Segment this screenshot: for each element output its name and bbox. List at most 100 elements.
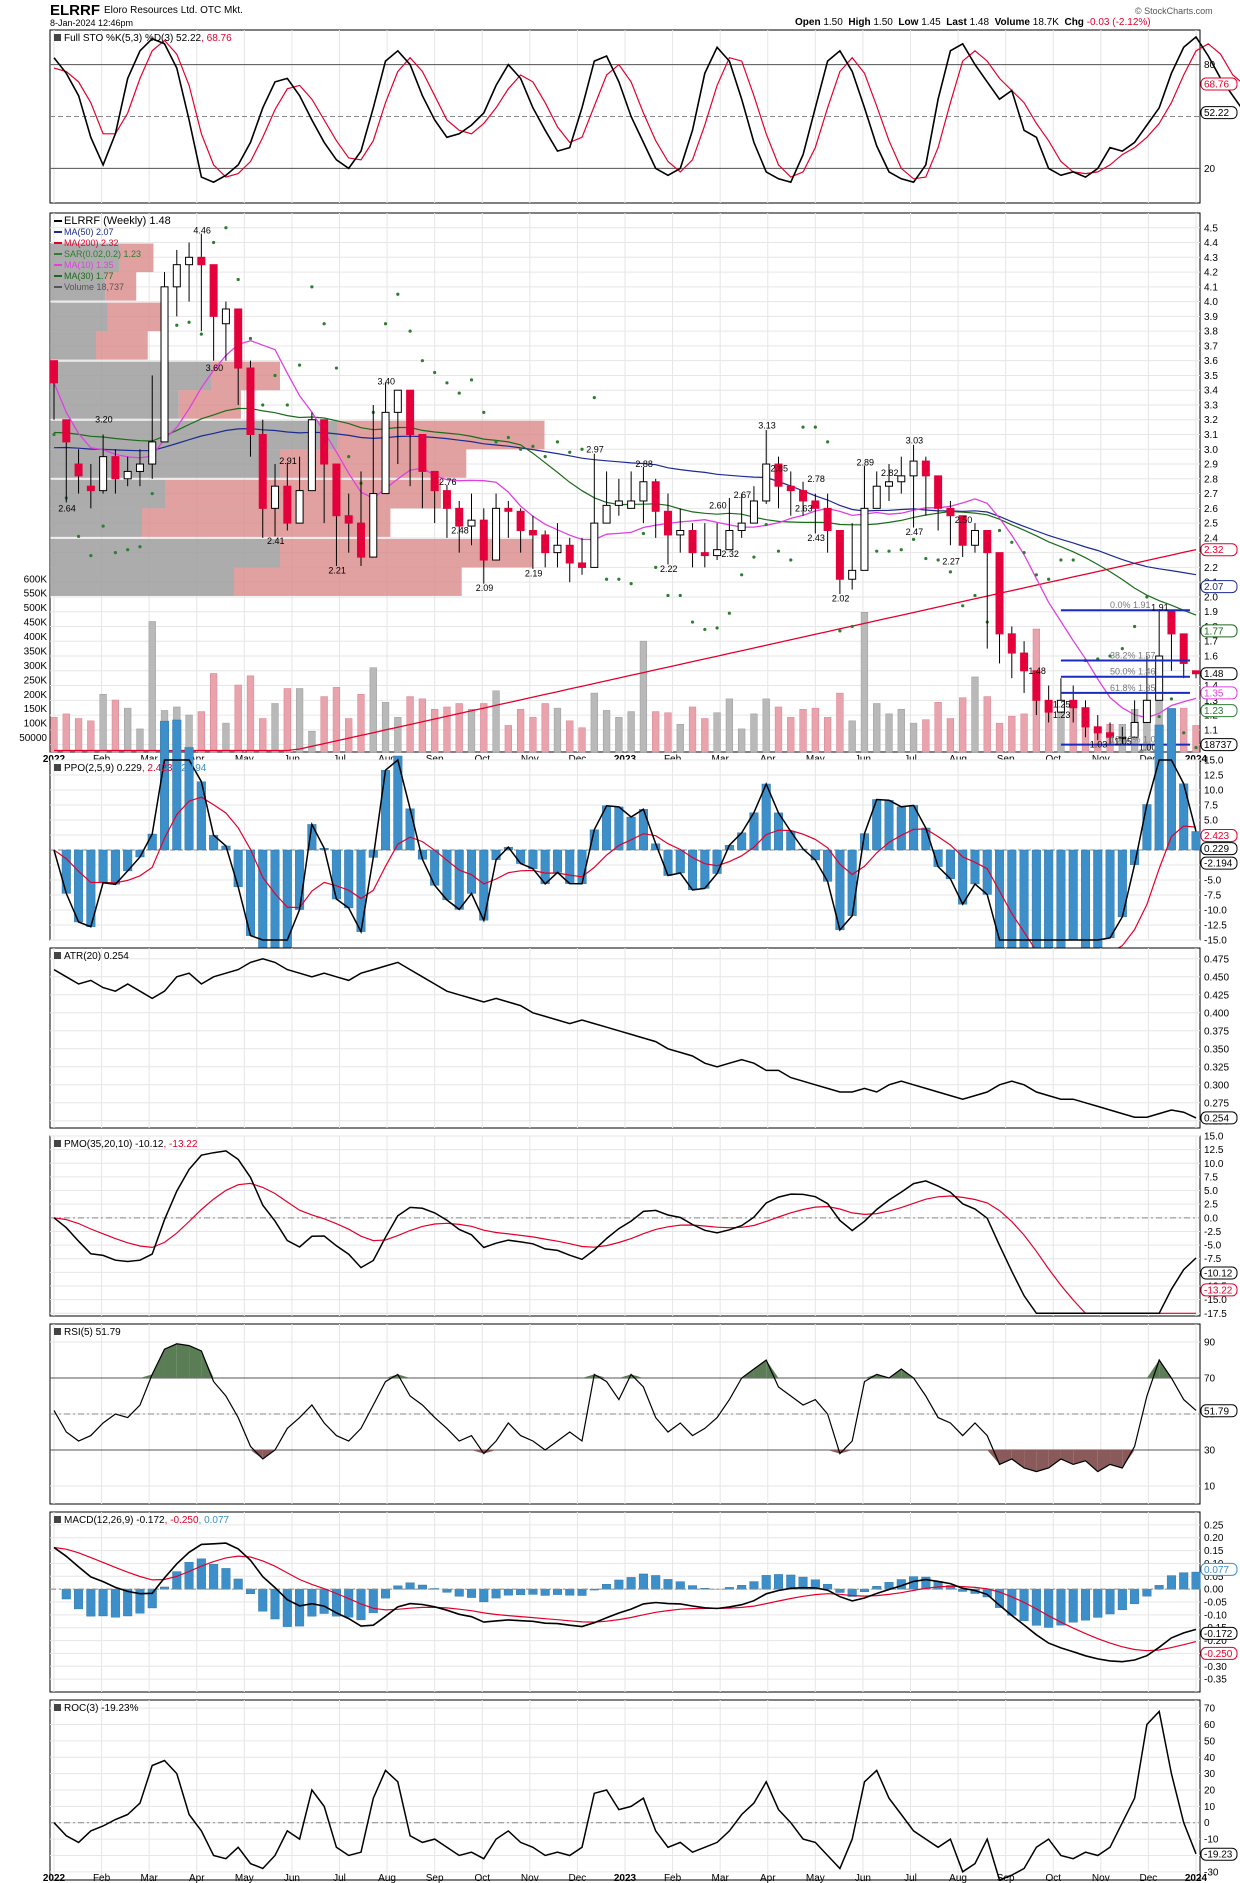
price-y-tick: 1.9: [1204, 607, 1218, 618]
candle-body: [295, 490, 304, 524]
candle-body: [307, 419, 316, 492]
macd-legend: MACD(12,26,9) -0.172, -0.250, 0.077: [64, 1515, 230, 1526]
price-annotation: 1.05: [1114, 737, 1132, 747]
candle-body: [344, 515, 353, 524]
price-right-label: 1.77: [1204, 626, 1224, 637]
ppo-hist-bar: [1080, 849, 1090, 955]
sar-dot: [408, 329, 412, 333]
candle-body: [897, 475, 906, 483]
roc-y-tick: 70: [1204, 1704, 1216, 1715]
roc-x-label: Nov: [521, 1873, 539, 1883]
candle-body: [406, 389, 415, 436]
ppo-legend-swatch: [54, 764, 61, 771]
sar-dot: [629, 582, 633, 586]
price-y-tick: 2.7: [1204, 489, 1218, 500]
volume-bar: [394, 717, 402, 753]
sar-dot: [347, 455, 351, 459]
volume-bar: [271, 703, 279, 753]
candle-body: [835, 529, 844, 580]
macd-hist-bar: [1142, 1588, 1152, 1597]
volume-bar: [1020, 713, 1028, 753]
fib-label: 0.0% 1.91: [1110, 600, 1151, 610]
pmo-y-tick: 12.5: [1204, 1145, 1224, 1156]
price-annotation: 2.60: [709, 500, 727, 510]
volume-y-tick: 100K: [24, 719, 48, 730]
sar-dot: [690, 620, 695, 624]
sar-dot: [531, 444, 535, 448]
price-annotation: 2.32: [721, 549, 739, 559]
candle-body: [1118, 736, 1127, 739]
sar-dot: [666, 593, 670, 598]
price-annotation: 2.47: [906, 527, 924, 537]
price-y-tick: 3.6: [1204, 356, 1218, 367]
ppo-hist-bar: [344, 849, 354, 909]
price-annotation: 2.43: [807, 533, 825, 543]
volume-bar: [467, 709, 476, 753]
ppo-hist-bar: [626, 816, 636, 851]
macd-y-tick: -0.05: [1204, 1598, 1227, 1609]
atr-y-tick: 0.475: [1204, 954, 1229, 965]
volume-profile-down: [119, 243, 154, 273]
volume-bar: [897, 709, 905, 753]
macd-hist-bar: [626, 1577, 636, 1590]
sar-dot: [175, 323, 179, 327]
volume-profile-up: [50, 538, 280, 568]
ppo-y-tick: -5.0: [1204, 876, 1222, 887]
volume-bar: [787, 717, 795, 753]
candle-body: [430, 470, 439, 492]
price-annotation: 1.23: [1053, 710, 1071, 720]
ppo-y-tick: 15.0: [1204, 756, 1224, 767]
sar-dot: [261, 403, 265, 407]
volume-profile-down: [211, 361, 280, 391]
macd-hist-bar: [688, 1585, 698, 1590]
volume-y-tick: 350K: [24, 646, 48, 657]
rsi-y-tick: 70: [1204, 1374, 1216, 1385]
sto-legend-v1: Full STO %K(5,3) %D(3) 52.22: [64, 33, 202, 44]
ppo-hist-bar: [381, 770, 391, 851]
candle-body: [811, 500, 820, 509]
candle-body: [135, 463, 144, 472]
candle-body: [1081, 707, 1090, 728]
volume-bar: [431, 709, 439, 753]
atr-right-label: 0.254: [1204, 1113, 1229, 1124]
volume-bar: [848, 720, 856, 753]
low-label: Low: [898, 17, 919, 28]
roc-legend: ROC(3) -19.23%: [64, 1703, 139, 1714]
candle-body: [663, 510, 672, 536]
price-legend-1: MA(50) 2.07: [64, 227, 114, 237]
roc-y-tick: 50: [1204, 1736, 1216, 1747]
price-annotation: 2.50: [955, 515, 973, 525]
ppo-hist-bar: [491, 849, 501, 860]
sar-dot: [101, 524, 105, 528]
price-annotation: 2.02: [832, 593, 850, 603]
candle-body: [479, 519, 488, 561]
ppo-hist-bar: [282, 849, 292, 962]
price-annotation: 3.60: [206, 363, 224, 373]
price-y-tick: 2.0: [1204, 592, 1218, 603]
macd-hist-bar: [74, 1588, 84, 1610]
macd-hist-bar: [1191, 1571, 1201, 1590]
candle-body: [1007, 633, 1016, 654]
volume-bar: [295, 688, 304, 753]
pmo-legend-v2: , -13.22: [164, 1139, 198, 1150]
price-annotation: 2.89: [856, 458, 874, 468]
macd-hist-bar: [995, 1588, 1005, 1608]
sar-dot: [334, 366, 339, 370]
volume-y-tick: 600K: [24, 574, 48, 585]
price-right-label-box: [1200, 580, 1238, 594]
volume-bar: [185, 714, 193, 753]
candle-body: [958, 515, 967, 546]
ppo-hist-bar: [467, 849, 477, 894]
volume-bar: [222, 722, 230, 753]
candle-body: [639, 481, 648, 502]
ppo-hist-bar: [970, 849, 980, 885]
volume-bar: [983, 696, 991, 753]
candle-body: [442, 490, 451, 509]
sar-dot: [433, 370, 437, 375]
ppo-hist-bar: [700, 849, 710, 889]
rsi-legend-v1: RSI(5) 51.79: [64, 1327, 121, 1338]
candle-body: [909, 460, 918, 477]
sar-dot: [911, 537, 916, 541]
atr-legend-swatch: [54, 952, 61, 959]
volume-bar: [1180, 707, 1188, 753]
